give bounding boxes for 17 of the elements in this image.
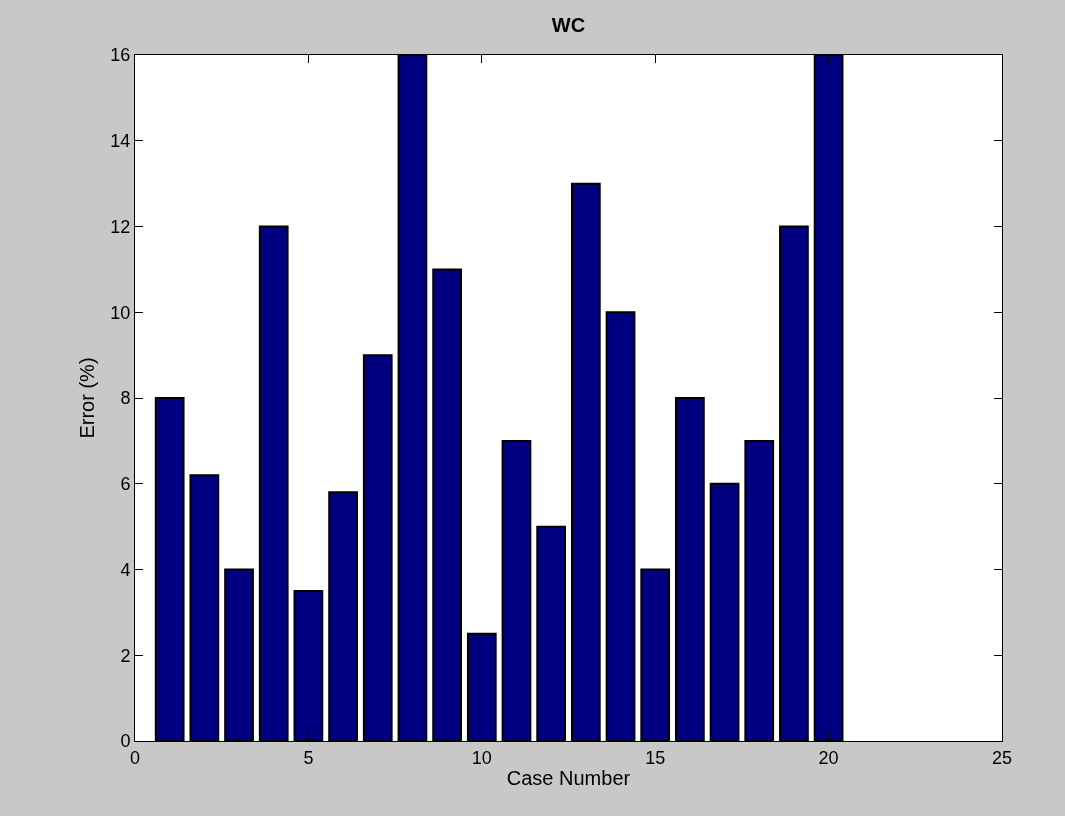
y-tick-label: 10 (110, 302, 131, 323)
y-tick-label: 4 (120, 559, 131, 580)
x-tick-label: 20 (818, 747, 839, 768)
y-axis-title: Error (%) (75, 357, 98, 439)
y-tick-label: 12 (110, 216, 131, 237)
y-tick-label: 2 (120, 645, 131, 666)
y-tick-label: 8 (120, 388, 131, 409)
x-tick-label: 10 (471, 747, 492, 768)
y-tick-label: 6 (120, 474, 131, 495)
x-tick-label: 25 (991, 747, 1013, 768)
x-axis-title: Case Number (506, 767, 631, 790)
y-tick-label: 16 (110, 45, 131, 66)
x-tick-label: 5 (303, 747, 314, 768)
y-tick-label: 14 (110, 131, 131, 152)
chart-title: WC (551, 14, 586, 36)
y-tick-label: 0 (120, 731, 131, 752)
x-tick-label: 15 (645, 747, 666, 768)
